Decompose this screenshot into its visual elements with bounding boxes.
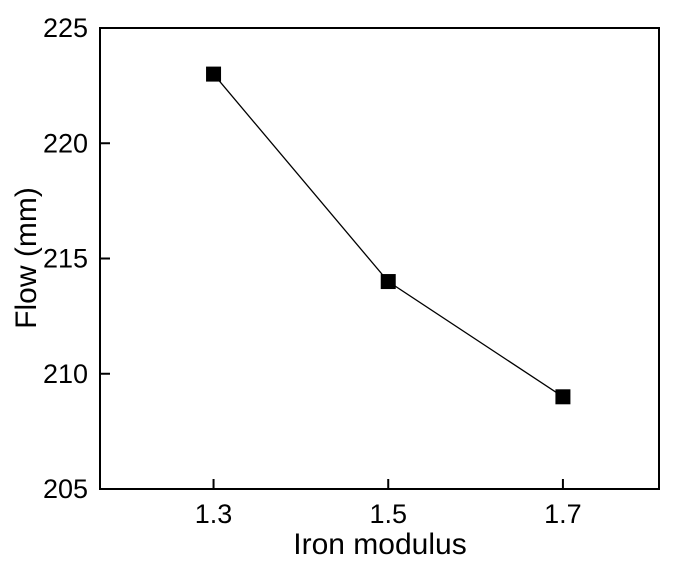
data-point-marker bbox=[380, 274, 396, 290]
x-tick-label: 1.7 bbox=[544, 499, 582, 529]
data-point-marker bbox=[206, 66, 222, 82]
x-tick-label: 1.5 bbox=[369, 499, 407, 529]
y-tick-label: 220 bbox=[43, 128, 88, 158]
x-tick-label: 1.3 bbox=[195, 499, 233, 529]
plot-frame bbox=[99, 27, 660, 490]
y-axis-title: Flow (mm) bbox=[10, 187, 43, 329]
y-tick-label: 210 bbox=[43, 359, 88, 389]
y-tick-label: 205 bbox=[43, 474, 88, 504]
data-point-marker bbox=[555, 389, 571, 405]
y-tick-label: 215 bbox=[43, 244, 88, 274]
y-tick-label: 225 bbox=[43, 13, 88, 43]
x-axis-title: Iron modulus bbox=[293, 528, 467, 561]
